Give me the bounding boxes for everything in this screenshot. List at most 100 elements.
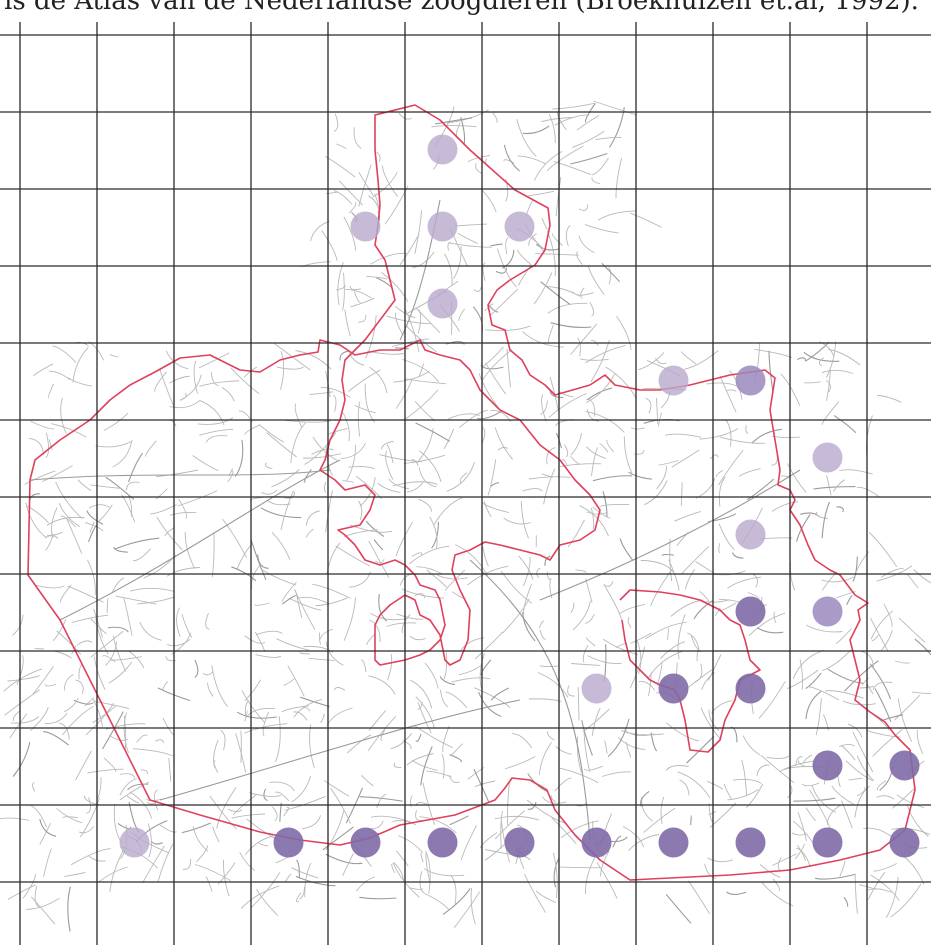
street-segment (109, 354, 119, 358)
street-segment (522, 331, 564, 348)
street-segment (52, 650, 72, 659)
street-segment (726, 389, 737, 392)
street-segment (506, 349, 511, 388)
street-segment (304, 432, 337, 465)
street-segment (448, 242, 492, 248)
street-segment (79, 797, 100, 838)
street-segment (368, 675, 396, 695)
street-segment (650, 732, 658, 752)
observation-dot (735, 827, 766, 858)
street-segment (416, 566, 444, 575)
street-segment (415, 696, 435, 729)
street-segment (787, 463, 807, 493)
street-segment (211, 665, 228, 708)
street-segment (169, 375, 190, 384)
street-segment (244, 424, 261, 435)
street-segment (845, 760, 873, 782)
street-segment (98, 866, 128, 883)
street-segment (544, 555, 551, 566)
street-segment (356, 876, 376, 892)
street-segment (168, 758, 172, 782)
street-segment (585, 637, 596, 647)
street-segment (179, 392, 187, 401)
street-segment (366, 633, 375, 645)
street-segment (290, 422, 306, 463)
street-segment (335, 545, 371, 567)
street-segment (561, 459, 568, 467)
street-segment (150, 504, 177, 515)
street-segment (595, 136, 622, 141)
street-segment (539, 629, 546, 640)
street-segment (876, 395, 902, 403)
street-segment (591, 447, 599, 476)
street-segment (847, 723, 863, 738)
street-segment (748, 612, 786, 637)
street-segment (839, 469, 873, 475)
street-segment (44, 535, 59, 540)
street-segment (866, 682, 874, 695)
street-segment (560, 820, 599, 839)
street-segment (473, 768, 490, 804)
street-segment (365, 315, 377, 359)
street-segment (88, 341, 105, 361)
street-segment (677, 771, 711, 799)
observation-dot (581, 827, 612, 858)
street-segment (48, 370, 71, 381)
street-segment (536, 567, 541, 579)
street-segment (605, 366, 637, 399)
street-segment (627, 616, 632, 628)
street-segment (570, 455, 581, 465)
street-segment (592, 475, 633, 482)
street-segment (772, 435, 801, 438)
street-segment (337, 262, 344, 306)
street-segment (484, 501, 492, 518)
street-segment (332, 394, 337, 412)
street-segment (570, 323, 597, 355)
street-segment (522, 488, 543, 492)
street-segment (587, 655, 622, 664)
street-segment (47, 383, 54, 399)
street-segment (119, 773, 136, 779)
street-segment (359, 477, 376, 507)
street-segment (686, 735, 715, 764)
street-segment (150, 840, 163, 845)
street-segment (809, 789, 831, 830)
street-segment (680, 482, 683, 506)
street-segment (377, 482, 401, 493)
street-segment (416, 428, 434, 464)
street-segment (695, 478, 716, 499)
street-segment (913, 569, 931, 584)
street-segment (165, 350, 189, 370)
street-segment (295, 875, 336, 887)
street-segment (587, 265, 605, 295)
street-segment (768, 350, 774, 392)
street-segment (306, 528, 314, 538)
street-segment (799, 659, 803, 690)
street-segment (368, 195, 381, 222)
street-segment (231, 813, 266, 819)
street-segment (205, 876, 213, 892)
street-segment (871, 634, 879, 642)
street-segment (266, 432, 297, 458)
street-segment (836, 506, 844, 513)
street-segment (821, 401, 840, 425)
street-segment (580, 287, 585, 299)
street-segment (591, 707, 601, 737)
street-segment (500, 810, 503, 849)
street-segment (67, 377, 92, 387)
street-segment (360, 659, 367, 673)
street-segment (424, 868, 465, 877)
street-segment (517, 155, 546, 165)
street-segment (409, 635, 426, 641)
street-segment (198, 352, 230, 369)
street-segment (523, 584, 532, 615)
inner-boundary-east (619, 589, 761, 753)
street-segment (444, 569, 466, 591)
street-segment (390, 733, 412, 750)
street-segment (34, 584, 65, 589)
street-segment (906, 804, 929, 837)
street-segment (547, 286, 580, 297)
street-segment (863, 827, 894, 838)
street-segment (265, 462, 273, 470)
street-segment (342, 480, 354, 483)
